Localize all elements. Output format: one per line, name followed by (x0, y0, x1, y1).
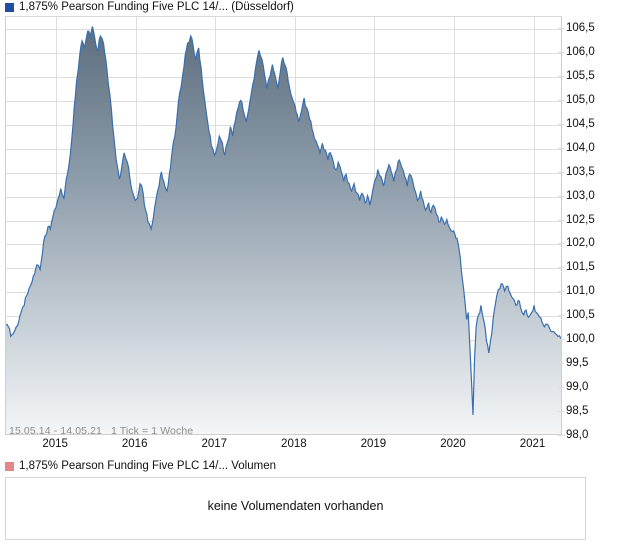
y-axis-tick-label: 102,5 (558, 214, 595, 226)
y-axis-tick-mark (558, 339, 565, 341)
y-axis-tick-mark (558, 315, 565, 317)
y-axis-tick-mark (558, 435, 565, 436)
y-axis-tick-mark (558, 243, 565, 245)
y-axis-tick-label: 106,0 (558, 46, 595, 58)
y-axis-tick-label: 105,5 (558, 70, 595, 82)
y-axis-tick-label: 104,0 (558, 142, 595, 154)
y-axis-tick-mark (558, 27, 565, 29)
y-axis-tick-label: 103,5 (558, 166, 595, 178)
y-axis-tick-mark (558, 147, 565, 149)
x-axis-tick-label: 2015 (42, 438, 68, 450)
volume-chart-panel: keine Volumendaten vorhanden (5, 477, 586, 540)
y-axis-tick-mark (558, 411, 565, 413)
y-axis-tick-mark (558, 171, 565, 173)
volume-empty-message: keine Volumendaten vorhanden (207, 499, 384, 513)
y-axis-tick-label: 102,0 (558, 237, 595, 249)
y-axis-tick-label: 100,0 (558, 333, 595, 345)
gridline-horizontal (6, 53, 561, 54)
volume-legend-label: 1,875% Pearson Funding Five PLC 14/... V… (19, 460, 276, 472)
price-area-series (6, 26, 561, 434)
y-axis-tick-mark (558, 75, 565, 77)
price-series-legend: 1,875% Pearson Funding Five PLC 14/... (… (5, 1, 294, 13)
price-legend-swatch-icon (5, 2, 14, 12)
y-axis-tick-label: 105,0 (558, 94, 595, 106)
y-axis-tick-label: 100,5 (558, 309, 595, 321)
y-axis-tick-label: 104,5 (558, 118, 595, 130)
y-axis-tick-mark (558, 51, 565, 53)
y-axis-tick-label: 101,5 (558, 261, 595, 273)
y-axis: 106,5 106,0 105,5 105,0 104,5 104,0 103,5 103,0… (558, 16, 620, 441)
x-axis-tick-label: 2019 (360, 438, 387, 450)
x-axis-tick-label: 2020 (440, 438, 466, 450)
date-range-caption: 15.05.14 - 14.05.21 1 Tick = 1 Woche (9, 425, 193, 437)
price-chart-plot-area[interactable] (5, 16, 562, 435)
x-axis-tick-label: 2017 (201, 438, 228, 450)
y-axis-tick-label: 106,5 (558, 22, 595, 34)
y-axis-tick-mark (558, 123, 565, 125)
price-legend-label: 1,875% Pearson Funding Five PLC 14/... (… (19, 1, 294, 13)
gridline-vertical (454, 17, 455, 434)
y-axis-tick-label: 101,0 (558, 285, 595, 297)
y-axis-tick-mark (558, 387, 565, 389)
range-tick-info: 1 Tick = 1 Woche (110, 425, 194, 437)
x-axis-tick-label: 2018 (281, 438, 307, 450)
x-axis: 2015 2016 2017 2018 2019 2020 2021 (5, 436, 562, 454)
y-axis-tick-mark (558, 363, 565, 365)
x-axis-tick-label: 2016 (121, 438, 148, 450)
volume-series-legend: 1,875% Pearson Funding Five PLC 14/... V… (5, 460, 276, 472)
y-axis-tick-mark (558, 99, 565, 101)
y-axis-tick-mark (558, 195, 565, 197)
volume-legend-swatch-icon (5, 461, 14, 471)
y-axis-tick-label: 103,0 (558, 190, 595, 202)
y-axis-tick-label: 99,5 (558, 357, 588, 369)
gridline-vertical (534, 17, 535, 434)
y-axis-tick-label: 99,0 (558, 381, 588, 393)
y-axis-tick-label: 98,5 (558, 405, 588, 417)
gridline-horizontal (6, 29, 561, 30)
x-axis-tick-label: 2021 (519, 438, 546, 450)
y-axis-tick-mark (558, 267, 565, 269)
range-period: 15.05.14 - 14.05.21 (9, 425, 102, 437)
y-axis-tick-label: 98,0 (558, 429, 588, 441)
plot-inner (6, 17, 561, 434)
y-axis-tick-mark (558, 219, 565, 221)
y-axis-tick-mark (558, 291, 565, 293)
